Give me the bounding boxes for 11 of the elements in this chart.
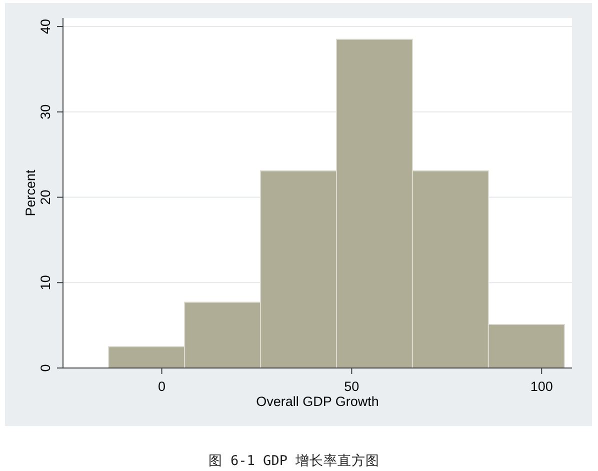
- x-tick-label: 50: [344, 379, 360, 394]
- y-tick-label: 40: [38, 19, 53, 34]
- y-tick-label: 0: [38, 364, 53, 372]
- annotation: 图 6-1 GDP 增长率直方图: [208, 453, 380, 469]
- x-tick-label: 0: [158, 379, 166, 394]
- ylabel: Percent: [23, 170, 38, 216]
- y-tick-label: 30: [38, 104, 53, 120]
- y-tick-label: 10: [38, 275, 53, 290]
- x-tick-label: 100: [530, 379, 553, 394]
- xlabel: Overall GDP Growth: [256, 394, 379, 409]
- y-tick-label: 20: [38, 190, 53, 205]
